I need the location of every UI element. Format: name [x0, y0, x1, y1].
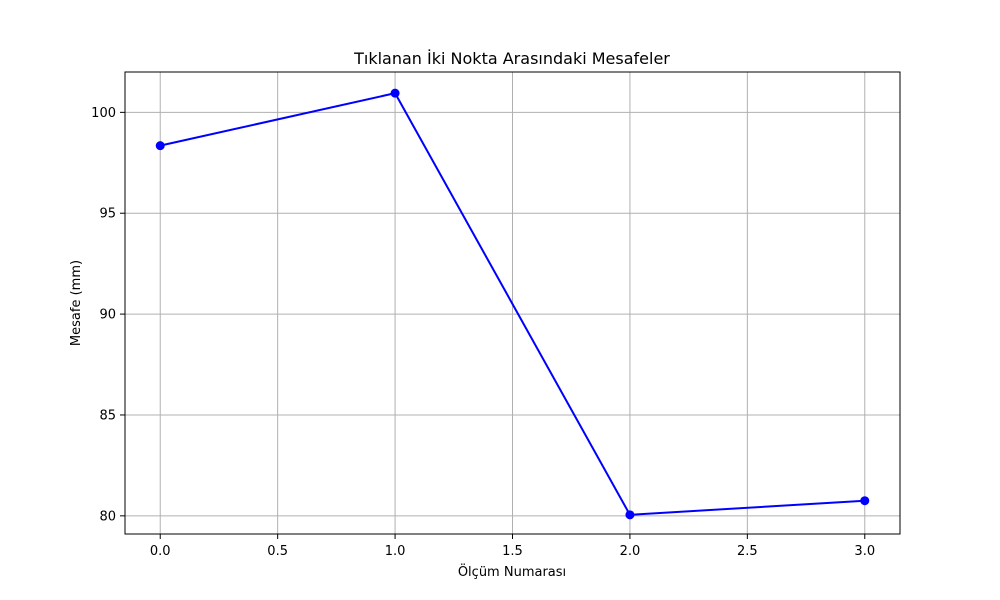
- x-tick-label: 1.0: [385, 544, 406, 559]
- x-tick-label: 2.0: [620, 544, 641, 559]
- x-axis-title: Ölçüm Numarası: [458, 563, 566, 580]
- y-axis-title: Mesafe (mm): [69, 260, 84, 346]
- series-layer: [155, 88, 870, 520]
- data-point: [390, 88, 400, 98]
- x-tick-label: 1.5: [502, 544, 523, 559]
- chart-title: Tıklanan İki Nokta Arasındaki Mesafeler: [353, 49, 670, 68]
- data-point: [625, 510, 635, 520]
- ticks: 0.0 0.5 1.0 1.5 2.0 2.5 3.0 80 85 90 95 100: [91, 106, 875, 559]
- grid: [125, 72, 900, 534]
- x-tick-label: 2.5: [737, 544, 758, 559]
- data-point: [155, 141, 165, 151]
- x-tick-label: 0.5: [267, 544, 288, 559]
- series-line: [160, 92, 865, 516]
- x-tick-label: 0.0: [150, 544, 171, 559]
- x-tick-label: 3.0: [854, 544, 875, 559]
- data-point: [860, 496, 870, 506]
- y-tick-label: 100: [91, 106, 116, 121]
- y-tick-label: 80: [99, 509, 116, 524]
- y-tick-label: 90: [99, 308, 116, 323]
- y-tick-label: 95: [99, 207, 116, 222]
- y-tick-label: 85: [99, 408, 116, 423]
